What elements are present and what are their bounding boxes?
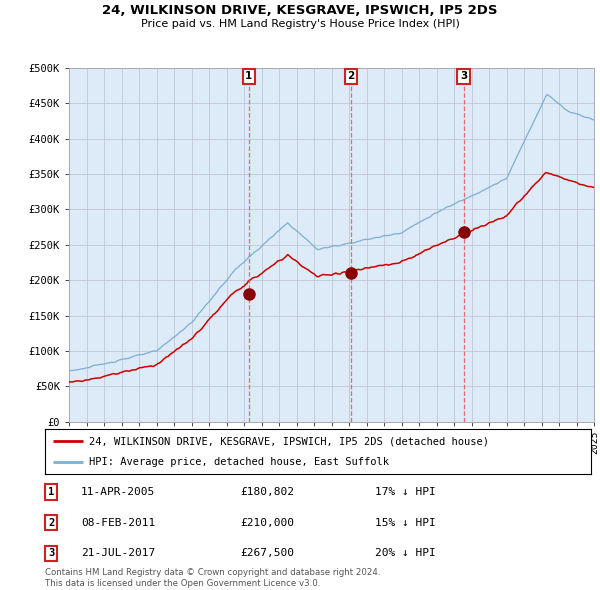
Text: £267,500: £267,500 (240, 549, 294, 558)
Text: 08-FEB-2011: 08-FEB-2011 (81, 518, 155, 527)
Text: 1: 1 (48, 487, 54, 497)
Text: 21-JUL-2017: 21-JUL-2017 (81, 549, 155, 558)
Text: 3: 3 (460, 71, 467, 81)
Text: £210,000: £210,000 (240, 518, 294, 527)
Text: 24, WILKINSON DRIVE, KESGRAVE, IPSWICH, IP5 2DS: 24, WILKINSON DRIVE, KESGRAVE, IPSWICH, … (102, 4, 498, 17)
Text: 17% ↓ HPI: 17% ↓ HPI (375, 487, 436, 497)
Text: Price paid vs. HM Land Registry's House Price Index (HPI): Price paid vs. HM Land Registry's House … (140, 19, 460, 29)
Text: £180,802: £180,802 (240, 487, 294, 497)
Text: 1: 1 (245, 71, 253, 81)
Text: 11-APR-2005: 11-APR-2005 (81, 487, 155, 497)
Text: 2: 2 (347, 71, 355, 81)
Text: Contains HM Land Registry data © Crown copyright and database right 2024.
This d: Contains HM Land Registry data © Crown c… (45, 568, 380, 588)
Text: 15% ↓ HPI: 15% ↓ HPI (375, 518, 436, 527)
Text: 2: 2 (48, 518, 54, 527)
Text: 20% ↓ HPI: 20% ↓ HPI (375, 549, 436, 558)
Text: HPI: Average price, detached house, East Suffolk: HPI: Average price, detached house, East… (89, 457, 389, 467)
Text: 3: 3 (48, 549, 54, 558)
Text: 24, WILKINSON DRIVE, KESGRAVE, IPSWICH, IP5 2DS (detached house): 24, WILKINSON DRIVE, KESGRAVE, IPSWICH, … (89, 436, 488, 446)
